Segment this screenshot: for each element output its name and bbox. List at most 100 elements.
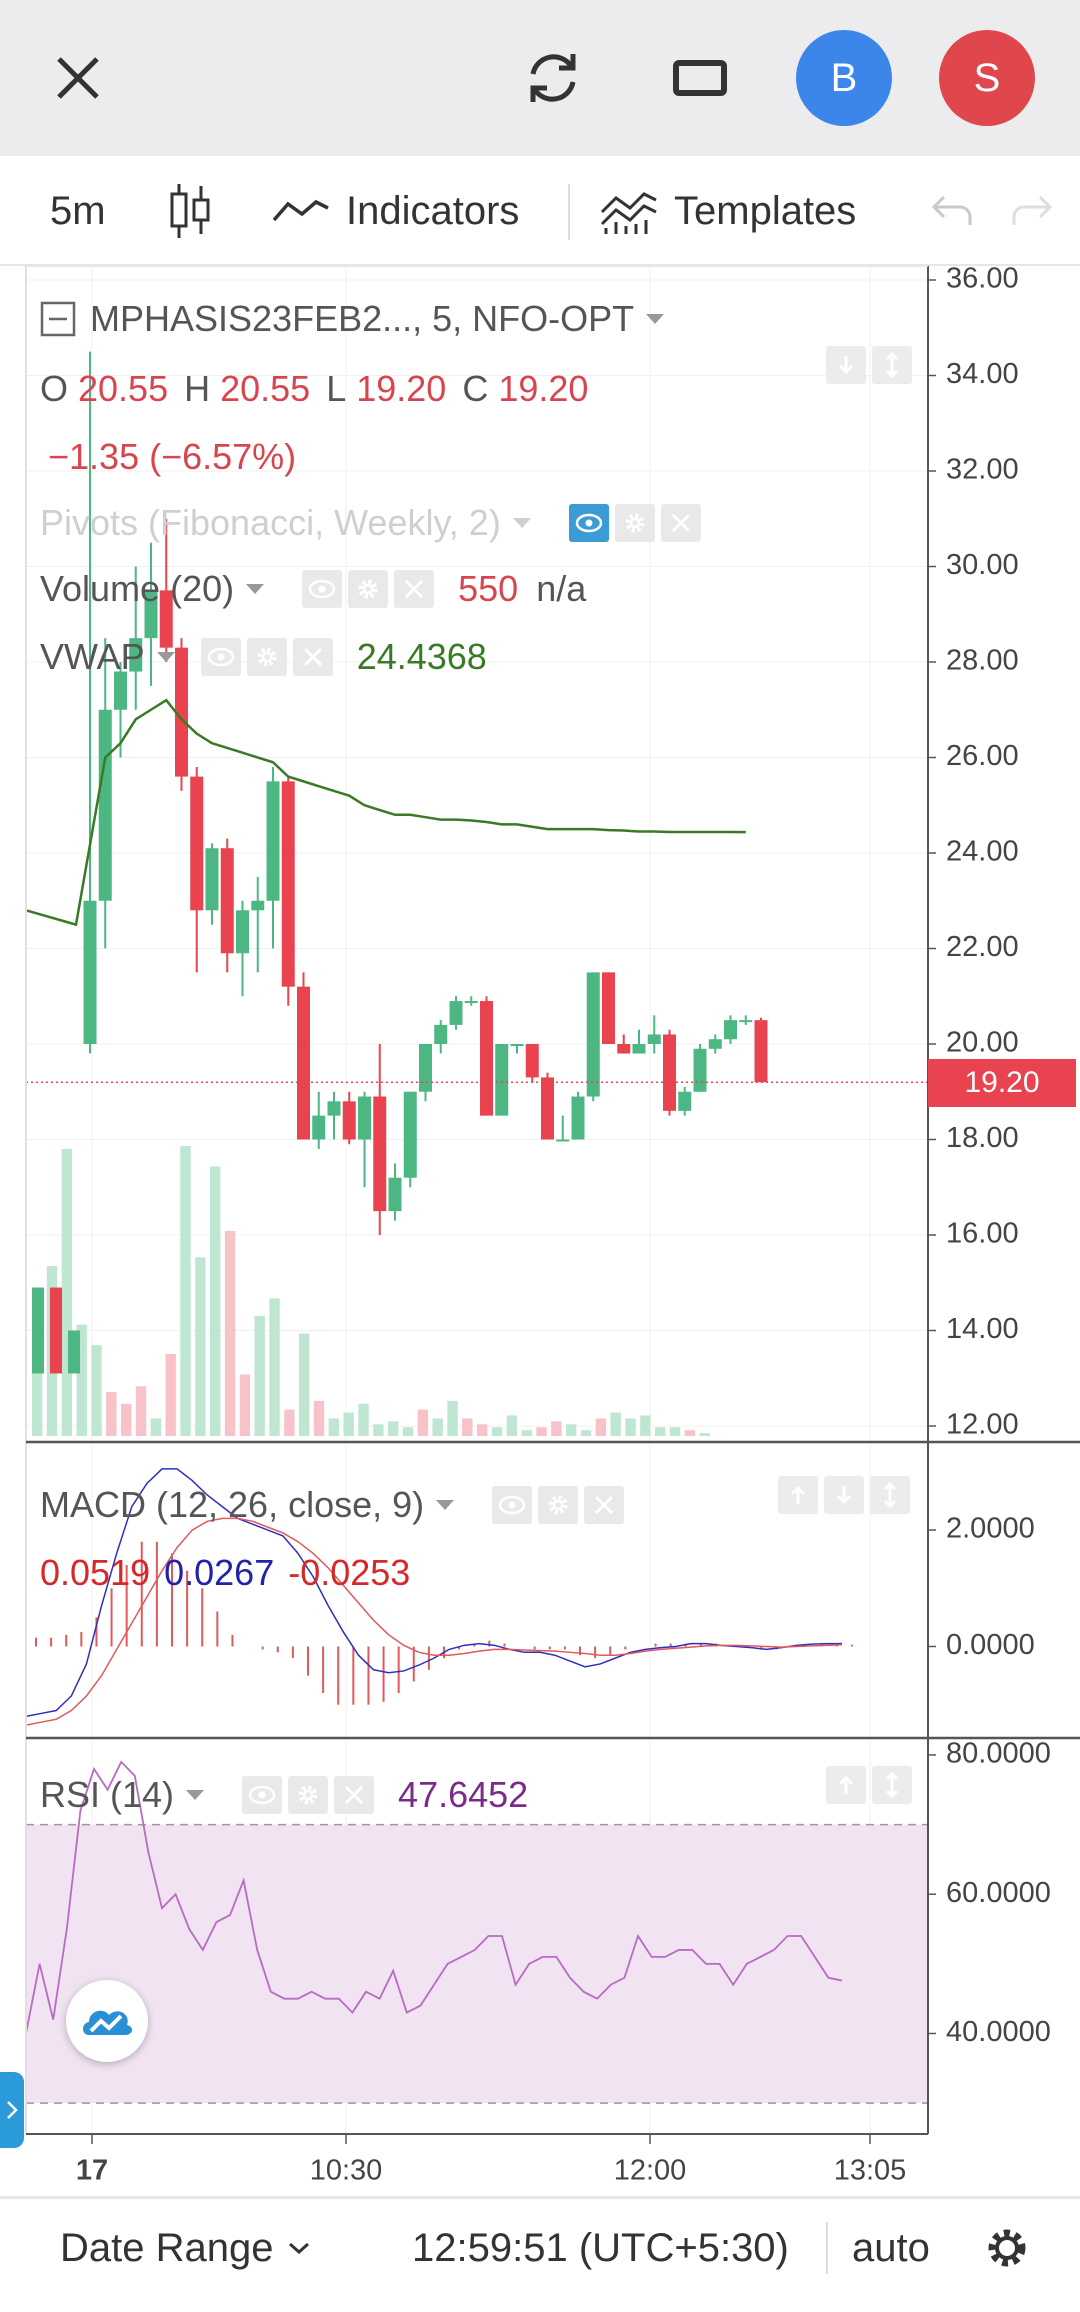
low-value: 19.20 xyxy=(356,368,447,409)
macd-move-down-button[interactable] xyxy=(824,1476,864,1514)
rsi-label: RSI (14) xyxy=(40,1774,175,1815)
volume-bar xyxy=(180,1146,191,1436)
chart-settings-button[interactable] xyxy=(985,2200,1029,2296)
volume-caret-icon[interactable] xyxy=(246,584,265,594)
volume-bar xyxy=(61,1148,73,1436)
open-label: O xyxy=(40,368,69,409)
chart-canvas[interactable]: 36.00 34.00 32.00 30.00 28.00 26.00 24.00 22.00… xyxy=(0,266,1080,2200)
vwap-visibility-button[interactable] xyxy=(200,638,241,676)
candle xyxy=(388,1177,402,1212)
y-tick-label: 20.00 xyxy=(946,1027,1019,1059)
refresh-icon xyxy=(530,54,576,102)
window-toggle-button[interactable] xyxy=(662,40,738,116)
vwap-caret-icon[interactable] xyxy=(156,652,175,662)
move-down-button[interactable] xyxy=(826,346,866,384)
volume-bar xyxy=(640,1415,651,1436)
avatar-b[interactable]: B xyxy=(796,30,892,126)
rsi-legend[interactable]: RSI (14) 47.6452 xyxy=(40,1774,528,1816)
vwap-remove-button[interactable] xyxy=(292,638,333,676)
refresh-button[interactable] xyxy=(515,40,591,116)
volume-visibility-button[interactable] xyxy=(302,570,343,608)
side-drawer-tab[interactable] xyxy=(0,2072,24,2148)
y-tick-label: 14.00 xyxy=(946,1313,1019,1345)
bottom-bar-divider xyxy=(826,2222,828,2274)
pivots-settings-button[interactable] xyxy=(614,504,655,542)
collapse-icon[interactable] xyxy=(40,301,76,337)
arrow-down-icon xyxy=(836,1486,852,1505)
pivots-remove-button[interactable] xyxy=(660,504,701,542)
candle xyxy=(602,972,615,1044)
macd-remove-button[interactable] xyxy=(584,1486,625,1524)
volume-bar xyxy=(195,1257,206,1436)
x-tick-label: 13:05 xyxy=(834,2155,907,2187)
vwap-value: 24.4368 xyxy=(356,636,487,677)
pivots-legend[interactable]: Pivots (Fibonacci, Weekly, 2) xyxy=(40,502,701,544)
chart-area[interactable]: 36.00 34.00 32.00 30.00 28.00 26.00 24.00 22.00… xyxy=(0,266,1080,2200)
candle xyxy=(175,647,188,777)
date-range-button[interactable]: Date Range xyxy=(60,2200,311,2296)
symbol-caret-icon[interactable] xyxy=(646,314,665,324)
candle xyxy=(617,1044,631,1054)
macd-resize-button[interactable] xyxy=(870,1476,910,1514)
macd-move-up-button[interactable] xyxy=(778,1476,818,1514)
floating-logo-button[interactable] xyxy=(66,1980,148,2062)
indicators-label: Indicators xyxy=(346,188,520,233)
rsi-move-up-button[interactable] xyxy=(826,1766,866,1804)
candle xyxy=(50,1287,62,1374)
rsi-settings-button[interactable] xyxy=(288,1776,329,1814)
volume-remove-button[interactable] xyxy=(394,570,435,608)
volume-bar xyxy=(388,1421,399,1436)
templates-button[interactable]: Templates xyxy=(600,156,856,266)
undo-icon xyxy=(931,195,972,225)
redo-icon xyxy=(1012,195,1053,225)
macd-settings-button[interactable] xyxy=(538,1486,579,1524)
volume-label: Volume (20) xyxy=(40,568,235,609)
vwap-legend[interactable]: VWAP 24.4368 xyxy=(40,636,487,678)
candle xyxy=(205,848,219,911)
auto-scale-button[interactable]: auto xyxy=(852,2225,930,2270)
chart-toolbar: 5m Indicators Templates xyxy=(0,156,1080,266)
price-change: −1.35 (−6.57%) xyxy=(48,436,297,477)
volume-bar xyxy=(447,1400,458,1436)
macd-caret-icon[interactable] xyxy=(436,1500,455,1510)
resize-button[interactable] xyxy=(872,346,912,384)
close-button[interactable] xyxy=(40,40,116,116)
undo-button[interactable] xyxy=(930,156,974,266)
clock-timezone-button[interactable]: 12:59:51 (UTC+5:30) xyxy=(412,2225,789,2270)
volume-bar xyxy=(269,1298,280,1436)
templates-icon xyxy=(600,192,657,234)
pivots-visibility-button[interactable] xyxy=(568,504,609,542)
rsi-resize-button[interactable] xyxy=(872,1766,912,1804)
interval-button[interactable]: 5m xyxy=(50,188,106,233)
avatar-s[interactable]: S xyxy=(939,30,1035,126)
macd-tick-label: 2.0000 xyxy=(946,1513,1035,1545)
macd-visibility-button[interactable] xyxy=(492,1486,533,1524)
rsi-band xyxy=(26,1823,928,2104)
macd-legend[interactable]: MACD (12, 26, close, 9) xyxy=(40,1484,625,1526)
y-tick-label: 30.00 xyxy=(946,549,1019,581)
symbol-legend[interactable]: MPHASIS23FEB2..., 5, NFO-OPT xyxy=(40,298,665,340)
pivots-label: Pivots (Fibonacci, Weekly, 2) xyxy=(40,502,501,543)
ohlc-legend: O 20.55 H 20.55 L 19.20 C 19.20 xyxy=(40,368,588,410)
redo-button[interactable] xyxy=(1010,156,1054,266)
rsi-visibility-button[interactable] xyxy=(242,1776,283,1814)
y-tick-label: 26.00 xyxy=(946,740,1019,772)
open-value: 20.55 xyxy=(78,368,169,409)
candle xyxy=(724,1020,737,1040)
candle xyxy=(358,1096,371,1140)
pivots-caret-icon[interactable] xyxy=(512,518,531,528)
close-icon xyxy=(344,1785,364,1805)
candle xyxy=(739,1020,753,1023)
chart-type-button[interactable] xyxy=(168,156,212,266)
indicators-button[interactable]: Indicators xyxy=(272,156,519,266)
volume-bar xyxy=(284,1409,295,1436)
volume-settings-button[interactable] xyxy=(348,570,389,608)
rsi-tick-label: 60.0000 xyxy=(946,1877,1051,1909)
rsi-remove-button[interactable] xyxy=(334,1776,375,1814)
rsi-caret-icon[interactable] xyxy=(186,1790,205,1800)
y-tick-label: 32.00 xyxy=(946,454,1019,486)
volume-legend[interactable]: Volume (20) 550 n/a xyxy=(40,568,586,610)
volume-bar xyxy=(477,1424,488,1436)
vwap-settings-button[interactable] xyxy=(246,638,287,676)
candle xyxy=(403,1091,417,1178)
